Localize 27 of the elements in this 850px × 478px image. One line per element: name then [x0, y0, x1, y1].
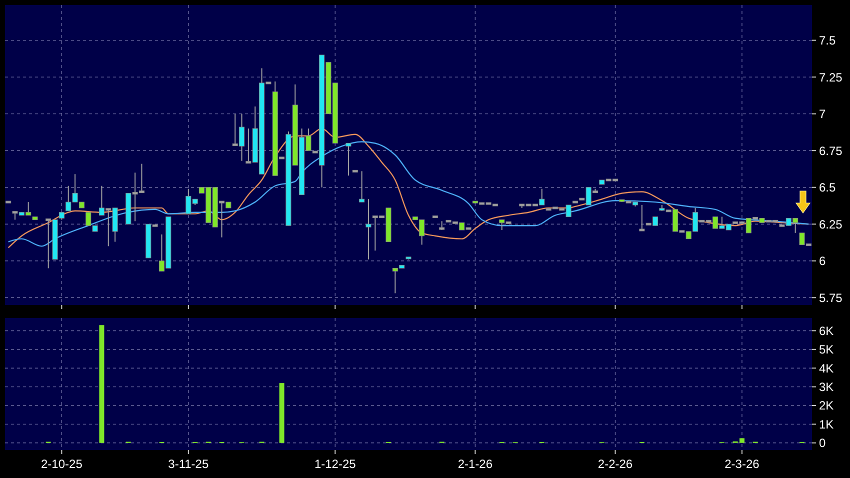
- y-tick-label: 0: [819, 436, 826, 450]
- candlestick: [639, 204, 645, 232]
- y-tick-label: 5.75: [819, 290, 843, 305]
- x-tick-label: 3-11-25: [168, 457, 209, 471]
- y-tick-label: 6.75: [819, 144, 843, 158]
- y-tick-label: 6: [819, 254, 826, 268]
- y-tick-label: 7: [819, 107, 826, 122]
- y-tick-label: 4K: [819, 361, 834, 376]
- candlestick: [359, 170, 365, 203]
- y-tick-label: 7.25: [819, 70, 843, 84]
- y-tick-label: 5K: [819, 342, 834, 357]
- x-tick-label: 2-1-26: [458, 457, 493, 471]
- y-tick-label: 2K: [819, 398, 834, 413]
- x-tick-label: 2-10-25: [41, 457, 83, 471]
- y-tick-label: 6.5: [819, 180, 836, 195]
- y-tick-label: 6.25: [819, 217, 843, 232]
- y-tick-label: 3K: [819, 380, 834, 394]
- x-tick-label: 2-2-26: [598, 457, 633, 471]
- candlestick: [346, 142, 352, 176]
- x-tick-label: 2-3-26: [724, 457, 760, 471]
- candlestick: [366, 198, 372, 260]
- y-tick-label: 7.5: [819, 33, 836, 48]
- x-tick-label: 1-12-25: [314, 457, 356, 471]
- bar: [279, 383, 284, 443]
- y-tick-label: 1K: [819, 417, 834, 432]
- bar: [99, 325, 104, 443]
- y-tick-label: 6K: [819, 324, 834, 338]
